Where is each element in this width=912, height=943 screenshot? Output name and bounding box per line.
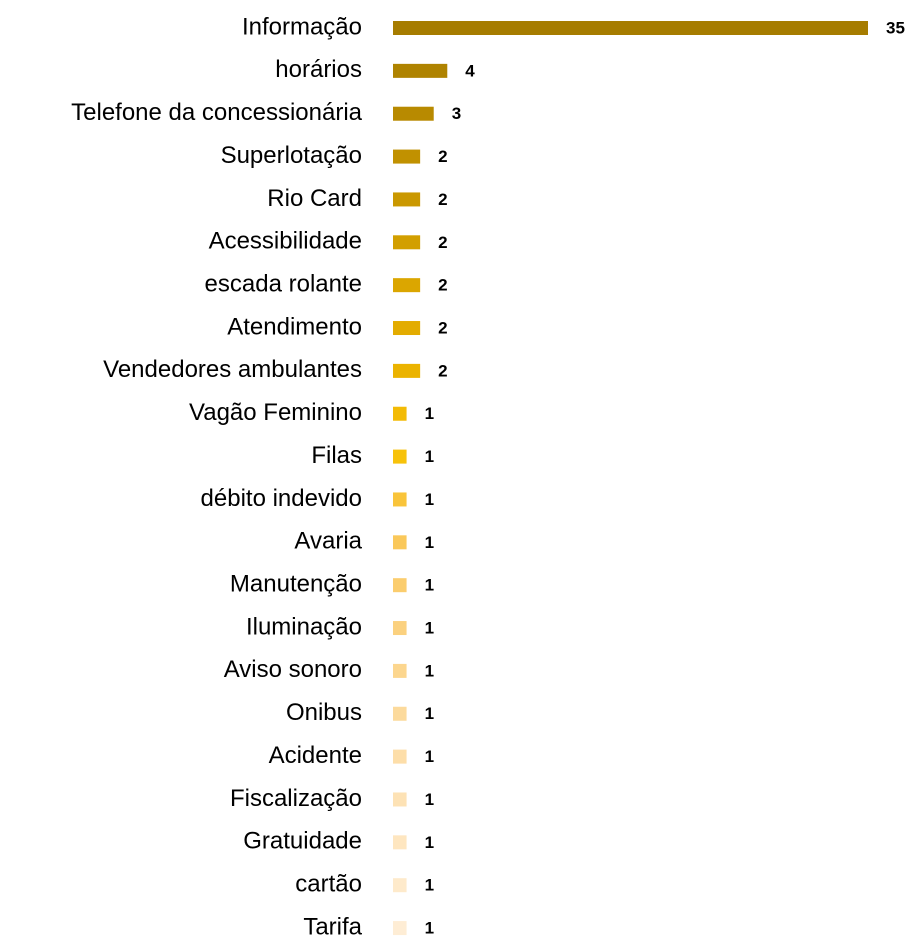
value-label: 1 [425, 576, 434, 595]
value-label: 1 [425, 747, 434, 766]
bar [393, 621, 407, 636]
value-label: 1 [425, 876, 434, 895]
bar [393, 406, 407, 421]
value-label: 1 [425, 533, 434, 552]
bar [393, 363, 421, 378]
category-label: Rio Card [267, 185, 362, 212]
bar [393, 921, 407, 936]
category-label: Superlotação [221, 142, 362, 169]
bar [393, 792, 407, 807]
bar [393, 535, 407, 550]
value-label: 1 [425, 661, 434, 680]
value-label: 1 [425, 790, 434, 809]
category-label: escada rolante [205, 271, 362, 298]
category-label: Acidente [269, 742, 362, 769]
value-label: 1 [425, 447, 434, 466]
category-label: Manutenção [230, 571, 362, 598]
bar [393, 192, 421, 207]
category-label: cartão [295, 871, 362, 898]
category-label: Avaria [294, 528, 362, 555]
category-label: Filas [311, 442, 362, 469]
value-label: 2 [438, 276, 447, 295]
category-label: Vendedores ambulantes [103, 356, 362, 383]
bar [393, 449, 407, 464]
category-label: Acessibilidade [209, 228, 362, 255]
category-label: Iluminação [246, 613, 362, 640]
category-label: Aviso sonoro [224, 656, 362, 683]
value-label: 4 [465, 61, 475, 80]
bar [393, 63, 448, 78]
value-label: 2 [438, 319, 447, 338]
value-label: 1 [425, 833, 434, 852]
category-label: Telefone da concessionária [71, 99, 363, 126]
value-label: 1 [425, 619, 434, 638]
value-label: 1 [425, 404, 434, 423]
bar [393, 578, 407, 593]
category-label: débito indevido [201, 485, 362, 512]
value-label: 2 [438, 361, 447, 380]
value-label: 2 [438, 233, 447, 252]
bar [393, 878, 407, 893]
value-label: 3 [452, 104, 461, 123]
value-label: 1 [425, 704, 434, 723]
bar [393, 706, 407, 721]
bar [393, 235, 421, 250]
value-label: 1 [425, 490, 434, 509]
bar [393, 278, 421, 293]
category-label: Onibus [286, 699, 362, 726]
value-label: 1 [425, 919, 434, 938]
category-label: horários [275, 56, 362, 83]
bar [393, 749, 407, 764]
category-label: Atendimento [227, 313, 362, 340]
bar [393, 106, 434, 121]
bar [393, 663, 407, 678]
category-label: Tarifa [303, 913, 362, 940]
bar [393, 149, 421, 164]
category-label: Informação [242, 13, 362, 40]
bar [393, 835, 407, 850]
bar [393, 321, 421, 336]
category-label: Gratuidade [243, 828, 362, 855]
value-label: 35 [886, 18, 905, 37]
value-label: 2 [438, 147, 447, 166]
bar [393, 492, 407, 507]
category-label: Vagão Feminino [189, 399, 362, 426]
category-label: Fiscalização [230, 785, 362, 812]
value-label: 2 [438, 190, 447, 209]
bar [393, 21, 868, 35]
